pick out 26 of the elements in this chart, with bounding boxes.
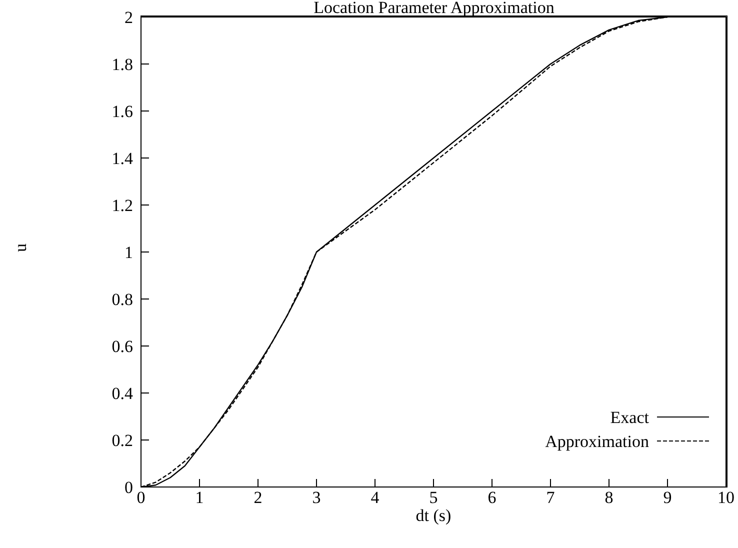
x-tick-label: 1 [195, 488, 204, 508]
y-tick-label: 2 [124, 8, 133, 28]
y-tick-label: 0.4 [112, 384, 134, 404]
y-tick-label: 1.2 [112, 196, 133, 216]
x-tick-label: 2 [254, 488, 262, 508]
legend-label: Exact [610, 408, 650, 427]
y-tick-label: 1.6 [112, 102, 133, 122]
y-tick-label: 1.8 [112, 55, 133, 74]
x-tick-label: 9 [663, 488, 672, 508]
chart-title: Location Parameter Approximation [314, 0, 555, 17]
x-tick-label: 4 [370, 488, 380, 508]
y-tick-label: 1.4 [112, 149, 134, 168]
x-tick-label: 0 [136, 488, 146, 508]
x-tick-label: 3 [312, 488, 321, 508]
y-tick-label: 0.8 [112, 290, 133, 310]
x-tick-label: 8 [604, 488, 614, 508]
x-tick-label: 5 [429, 488, 438, 508]
legend-label: Approximation [545, 432, 650, 451]
x-tick-label: 6 [488, 488, 496, 508]
x-tick-label: 7 [546, 488, 556, 508]
x-axis-title: dt (s) [416, 506, 452, 525]
y-axis-title: u [11, 243, 30, 252]
x-tick-label: 10 [718, 488, 734, 508]
y-tick-label: 0.6 [112, 337, 133, 356]
y-tick-label: 0.2 [112, 431, 133, 450]
y-tick-label: 1 [124, 243, 133, 262]
